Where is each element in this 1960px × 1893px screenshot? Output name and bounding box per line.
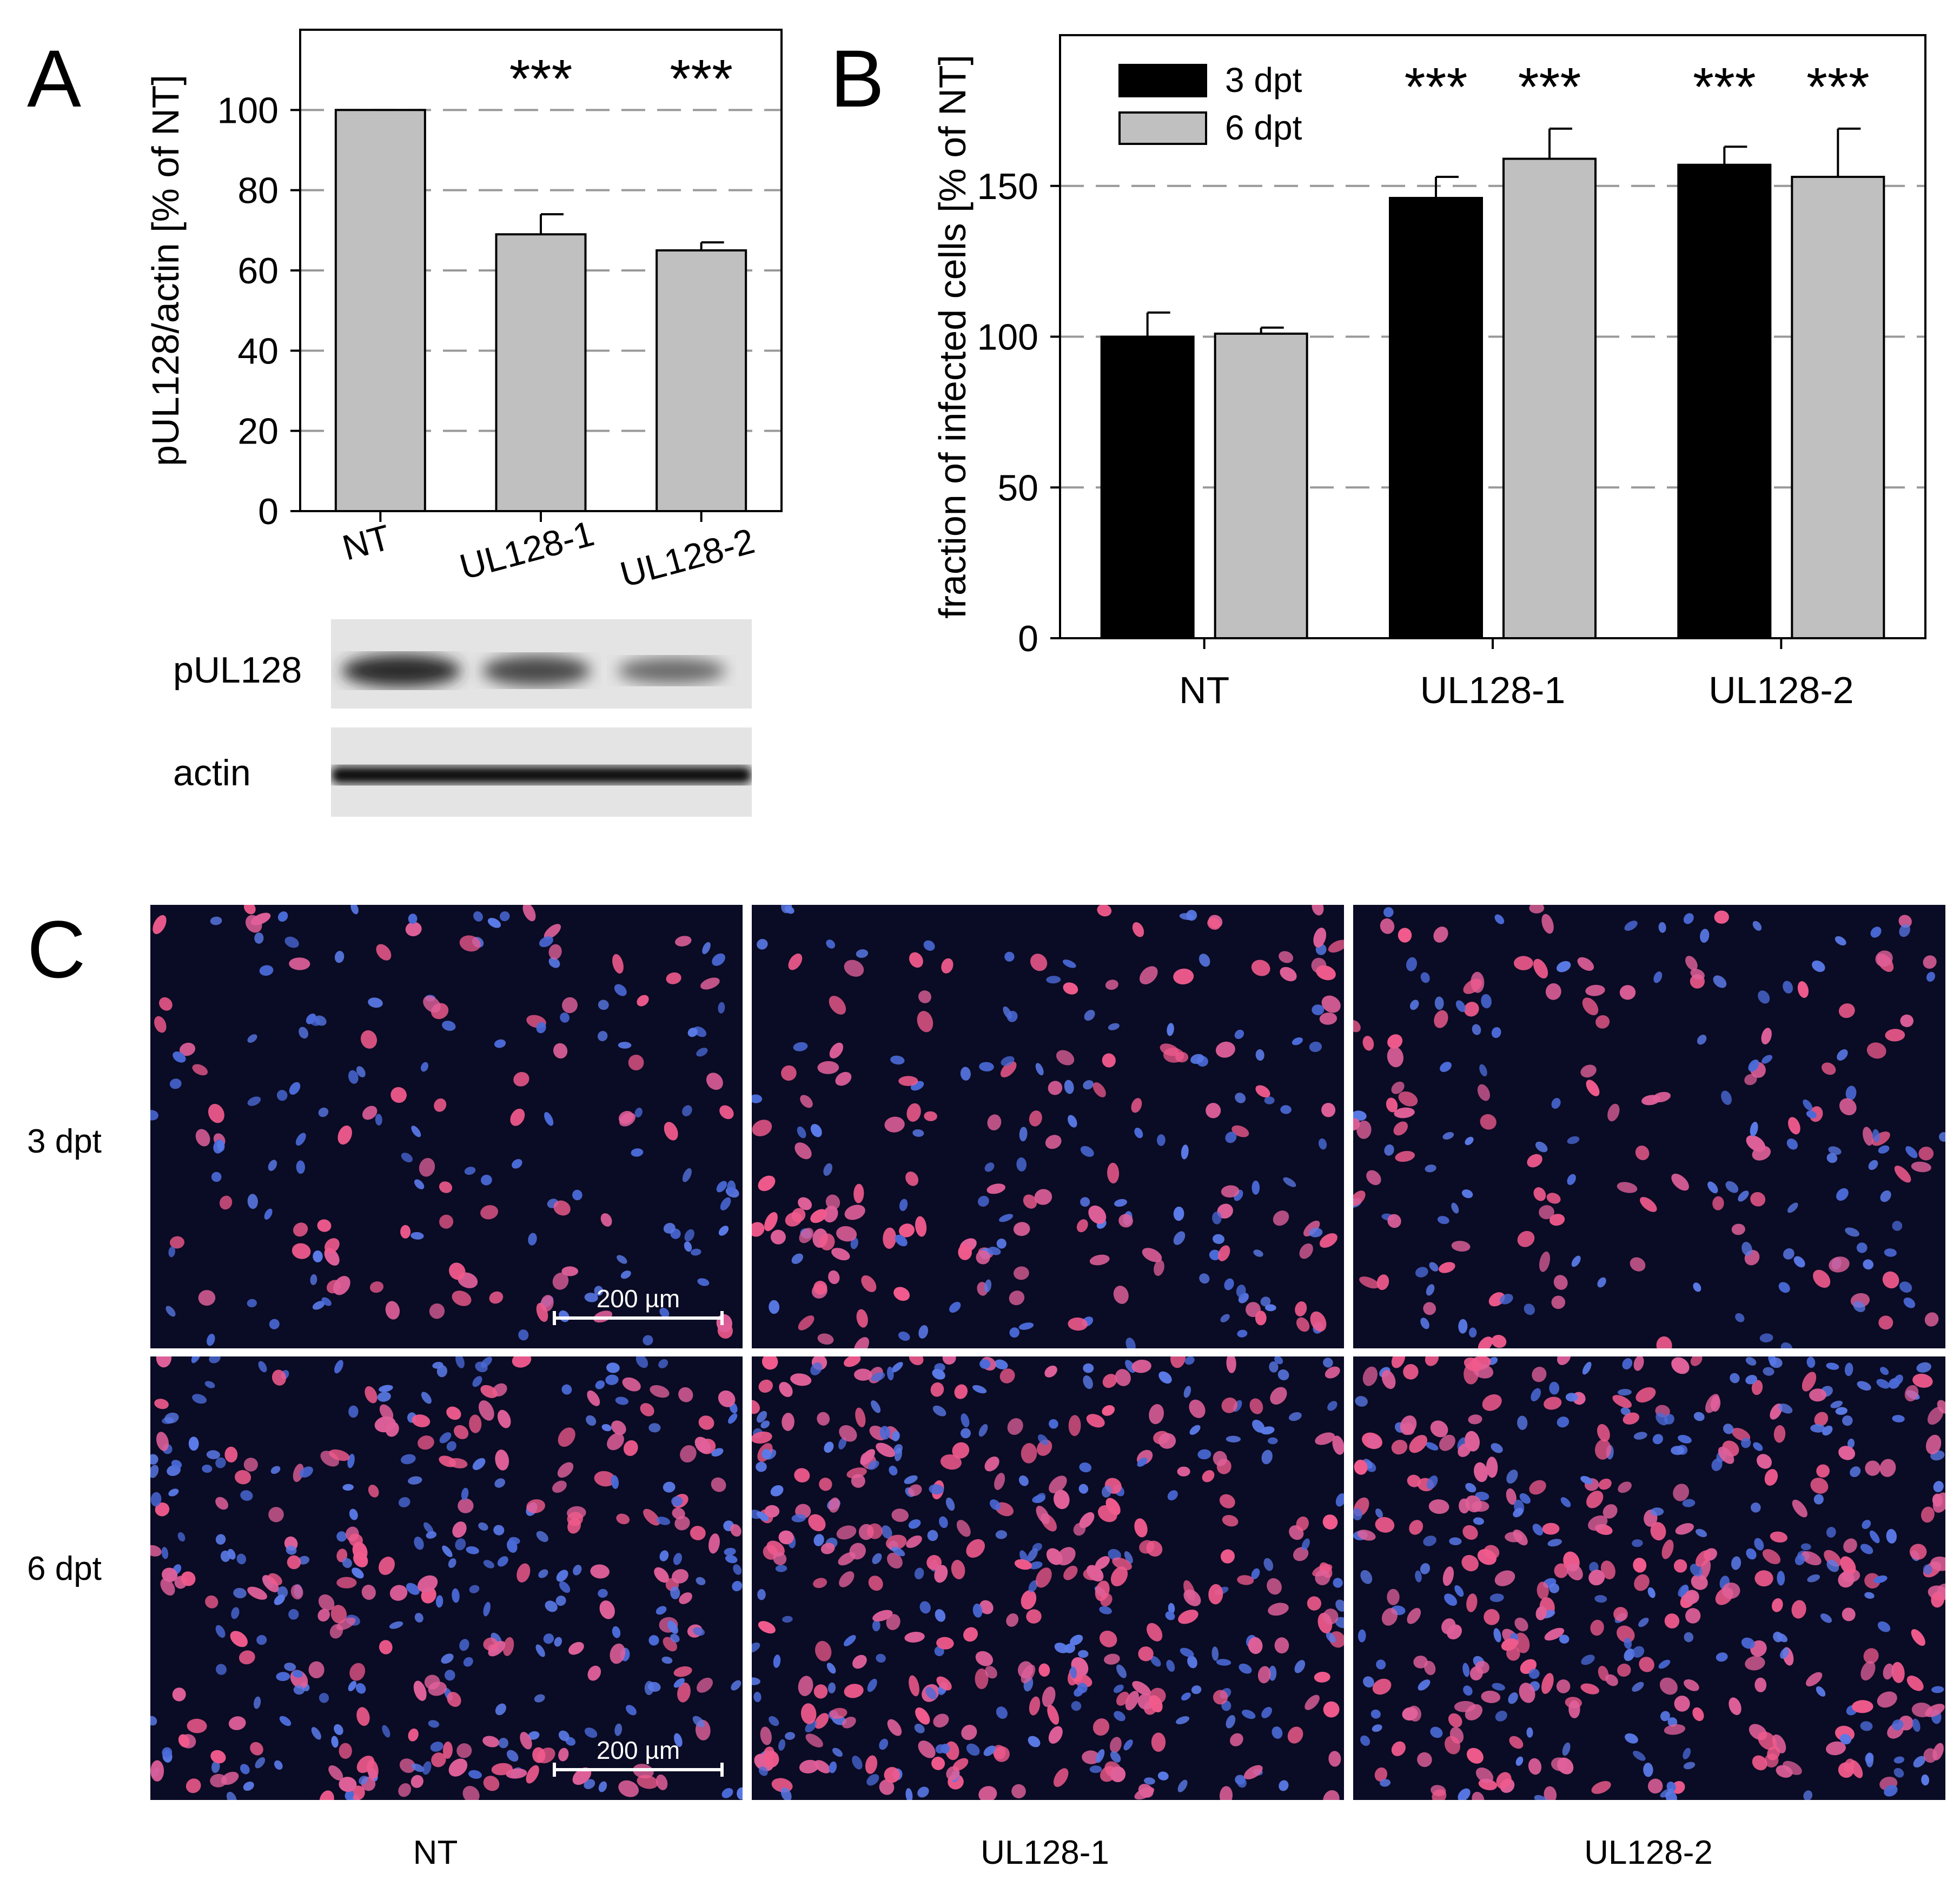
x-tick-label-ul128-1: UL128-1 xyxy=(1420,669,1566,711)
row-label-3dpt: 3 dpt xyxy=(27,1123,102,1160)
blot-bands-pul128 xyxy=(342,654,726,687)
panel-letter-a: A xyxy=(27,33,82,124)
bar-ul128-2-6-dpt xyxy=(1791,176,1885,639)
bar-nt xyxy=(334,109,426,513)
y-tick-label: 0 xyxy=(1018,618,1038,659)
col-label-ul128-1: UL128-1 xyxy=(981,1834,1109,1871)
blot-strip-pul128 xyxy=(331,619,752,709)
blot-bands-actin xyxy=(331,766,752,784)
bar-ul128-1-6-dpt xyxy=(1502,157,1597,639)
blot-strip-actin xyxy=(331,727,752,817)
significance-marker: *** xyxy=(1806,57,1870,117)
y-tick-label: 150 xyxy=(977,166,1038,207)
nuclei-layer xyxy=(1353,905,1945,1348)
y-tick-label: 100 xyxy=(217,90,279,131)
panel-letter-c: C xyxy=(27,904,86,995)
nuclei-layer xyxy=(1353,1356,1945,1800)
blot-label-actin: actin xyxy=(173,752,251,793)
y-tick-label: 0 xyxy=(258,491,279,532)
y-tick-label: 50 xyxy=(997,467,1038,508)
row-label-6dpt: 6 dpt xyxy=(27,1550,102,1587)
scale-bar-3dpt: 200 µm xyxy=(553,1285,724,1325)
micrograph-nt-3dpt xyxy=(150,905,743,1348)
scale-bar-label: 200 µm xyxy=(596,1285,680,1313)
blot-label-pul128: pUL128 xyxy=(173,650,302,691)
significance-marker: *** xyxy=(1518,57,1581,117)
significance-marker: *** xyxy=(509,49,573,109)
nuclei-layer xyxy=(150,905,739,1346)
chart-a: 0 20 40 60 80 100 NT *** UL128-1 *** UL128-2 pUL128… xyxy=(144,29,783,594)
legend-label-3-dpt: 3 dpt xyxy=(1225,61,1302,100)
micrograph-ul128-2-6dpt xyxy=(1353,1356,1945,1800)
legend-swatch-3-dpt xyxy=(1118,64,1207,97)
micrograph-nt-6dpt xyxy=(150,1356,743,1800)
bar-ul128-1-3-dpt xyxy=(1389,197,1483,639)
bar-nt-6-dpt xyxy=(1214,332,1308,639)
bar-ul128-2 xyxy=(655,249,747,512)
bar-ul128-2-3-dpt xyxy=(1677,163,1772,640)
x-tick-label-ul128-1: UL128-1 xyxy=(455,513,598,587)
col-label-nt: NT xyxy=(413,1834,458,1871)
micrograph-ul128-1-3dpt xyxy=(752,905,1344,1348)
micrograph-ul128-2-3dpt xyxy=(1353,905,1945,1348)
y-tick-label: 100 xyxy=(977,317,1038,358)
legend-swatch-6-dpt xyxy=(1118,111,1207,145)
x-tick-label-ul128-2: UL128-2 xyxy=(616,520,759,594)
x-tick-label-ul128-2: UL128-2 xyxy=(1709,669,1854,711)
chart-b: 0 50 100 150 NT *** *** UL128-1 *** *** UL128-2 3 d… xyxy=(931,34,1926,711)
panel-letter-b: B xyxy=(830,33,885,124)
significance-marker: *** xyxy=(1405,57,1468,117)
y-tick-label: 60 xyxy=(237,250,279,292)
significance-marker: *** xyxy=(670,49,733,109)
y-tick-label: 80 xyxy=(237,170,279,211)
plot-frame xyxy=(299,29,783,512)
bar-nt-3-dpt xyxy=(1100,335,1195,639)
y-axis-label: pUL128/actin [% of NT] xyxy=(144,75,187,466)
y-axis-label: fraction of infected cells [% of NT] xyxy=(931,55,974,619)
x-tick-label-nt: NT xyxy=(1179,669,1229,711)
y-tick-label: 40 xyxy=(237,330,279,372)
nuclei-layer xyxy=(752,1356,1344,1800)
scale-bar-label: 200 µm xyxy=(596,1736,680,1764)
nuclei-layer xyxy=(752,905,1344,1348)
col-label-ul128-2: UL128-2 xyxy=(1584,1834,1713,1871)
y-tick-label: 20 xyxy=(237,411,279,452)
micrograph-ul128-1-6dpt xyxy=(752,1356,1344,1800)
x-tick-label-nt: NT xyxy=(338,517,394,568)
bar-ul128-1 xyxy=(495,233,587,512)
plot-frame xyxy=(1059,34,1926,639)
significance-marker: *** xyxy=(1693,57,1756,117)
nuclei-layer xyxy=(150,1356,743,1800)
scale-bar-6dpt: 200 µm xyxy=(553,1736,724,1777)
legend-label-6-dpt: 6 dpt xyxy=(1225,108,1302,147)
